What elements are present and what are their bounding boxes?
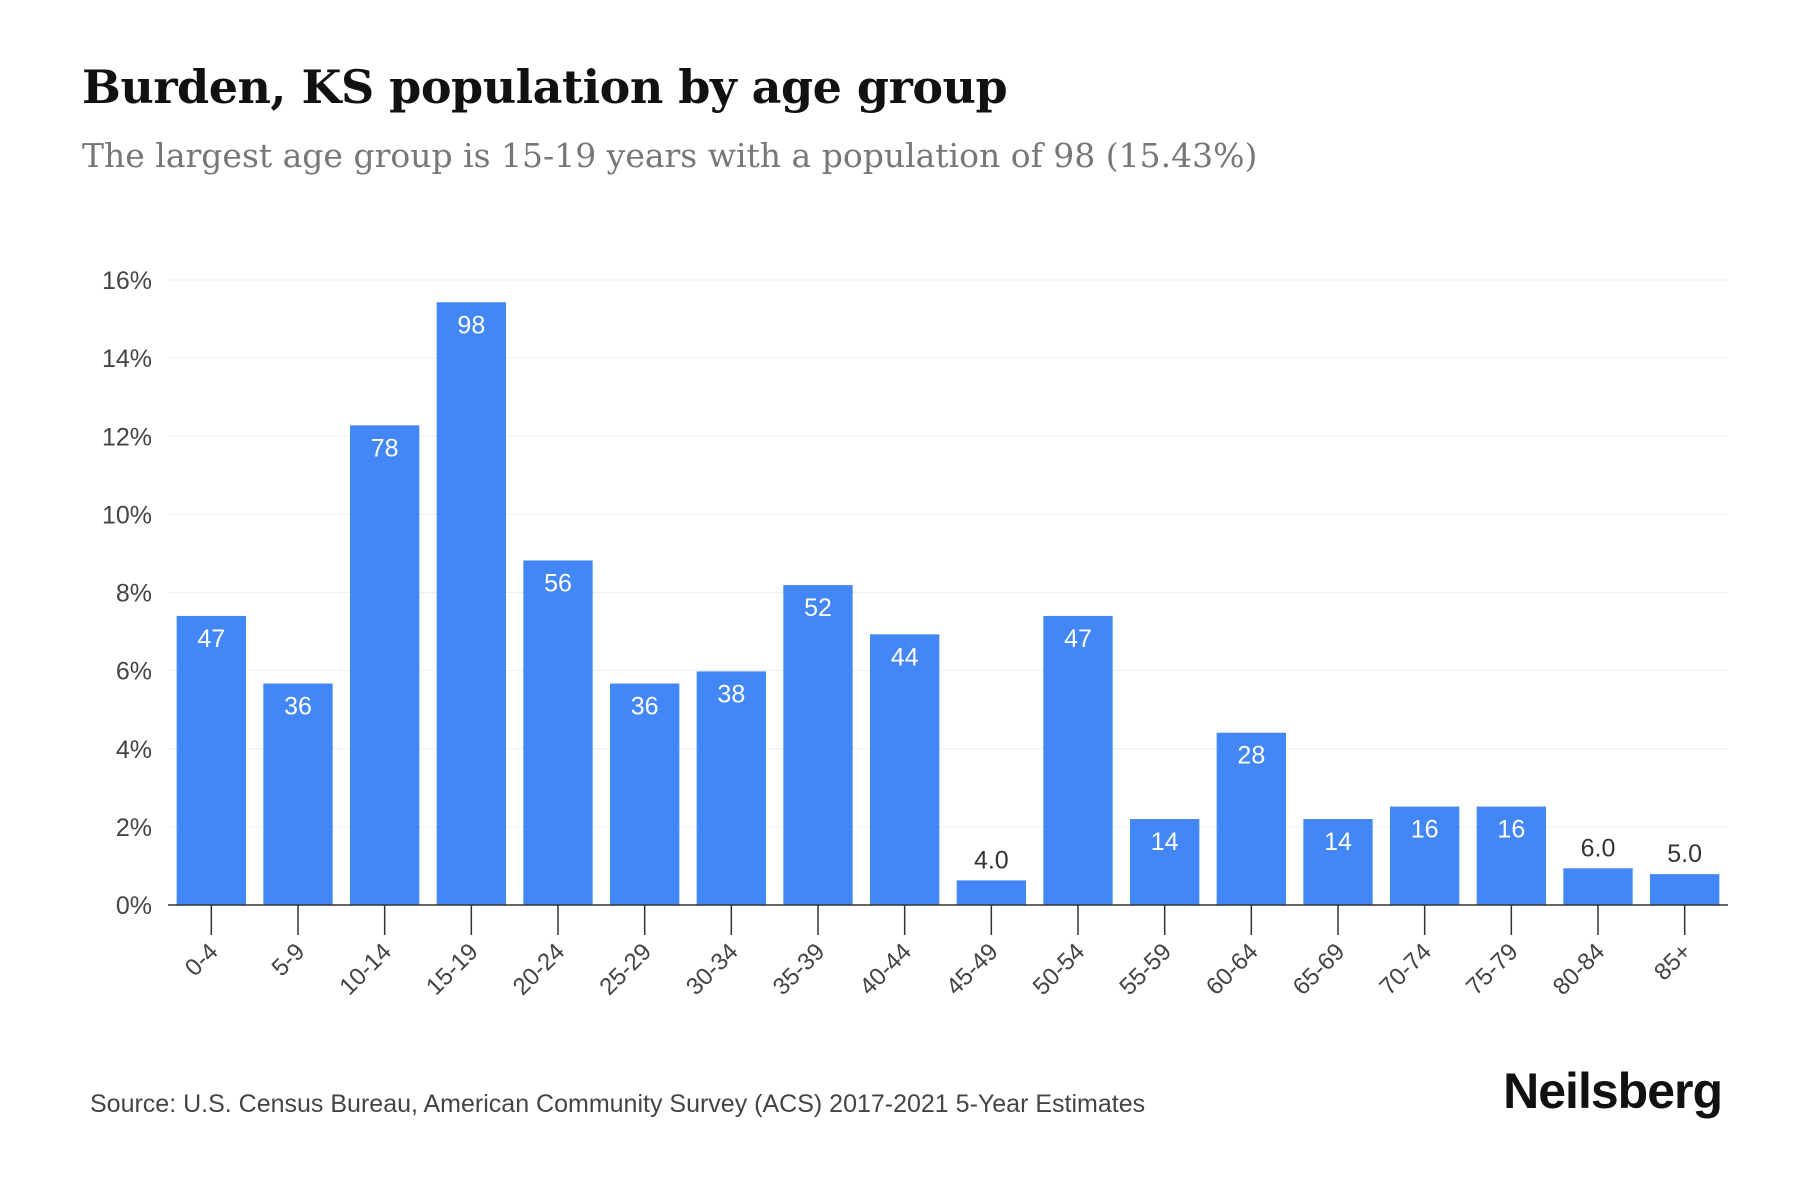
- chart-title: Burden, KS population by age group: [82, 60, 1008, 114]
- grid-lines: [168, 279, 1728, 828]
- x-tick-label: 55-59: [1114, 938, 1177, 1001]
- bar: [263, 683, 333, 905]
- bar: [1130, 819, 1200, 905]
- x-tick-label: 10-14: [334, 938, 397, 1001]
- bar: [176, 615, 246, 905]
- y-tick-label: 14%: [102, 345, 152, 373]
- bar: [1476, 806, 1546, 905]
- bar: [1043, 615, 1113, 905]
- bar: [783, 585, 853, 905]
- bar-value-label: 36: [631, 693, 659, 721]
- bar-value-label: 6.0: [1581, 834, 1616, 862]
- x-tick-label: 30-34: [681, 938, 744, 1001]
- x-tick-label: 80-84: [1548, 938, 1611, 1001]
- y-tick-label: 4%: [116, 736, 152, 764]
- y-tick-label: 0%: [116, 892, 152, 920]
- bar-value-label: 28: [1237, 742, 1265, 770]
- y-tick-label: 10%: [102, 501, 152, 529]
- bar-value-label: 78: [371, 434, 399, 462]
- bar-value-label: 38: [717, 680, 745, 708]
- chart-subtitle: The largest age group is 15-19 years wit…: [82, 136, 1258, 175]
- x-tick-label: 35-39: [768, 938, 831, 1001]
- bar: [350, 425, 420, 905]
- x-tick-label: 45-49: [941, 938, 1004, 1001]
- bar-value-label: 16: [1411, 816, 1439, 844]
- bar-value-label: 14: [1324, 828, 1352, 856]
- bar-value-label: 4.0: [974, 846, 1009, 874]
- bar: [870, 634, 940, 905]
- bar-value-label: 36: [284, 693, 312, 721]
- x-tick-label: 75-79: [1461, 938, 1524, 1001]
- x-tick-label: 70-74: [1374, 938, 1437, 1001]
- bar-value-label: 52: [804, 594, 832, 622]
- bar: [610, 683, 680, 905]
- x-tick-label: 15-19: [421, 938, 484, 1001]
- bar-value-label: 44: [891, 643, 919, 671]
- bar-value-label: 5.0: [1667, 840, 1702, 868]
- x-tick-label: 5-9: [267, 938, 311, 982]
- y-tick-label: 8%: [116, 580, 152, 608]
- bar-value-label: 47: [1064, 625, 1092, 653]
- bar-value-label: 98: [457, 311, 485, 339]
- x-tick-label: 65-69: [1288, 938, 1351, 1001]
- bar: [696, 671, 766, 905]
- x-tick-label: 0-4: [180, 938, 224, 982]
- y-tick-label: 16%: [102, 267, 152, 295]
- x-tick-label: 20-24: [508, 938, 571, 1001]
- bar-value-label: 14: [1151, 828, 1179, 856]
- x-tick-label: 25-29: [594, 938, 657, 1001]
- y-tick-label: 6%: [116, 658, 152, 686]
- bar: [1303, 819, 1373, 905]
- brand-logo: Neilsberg: [1503, 1063, 1723, 1119]
- y-tick-label: 12%: [102, 423, 152, 451]
- x-tick-label: 85+: [1649, 938, 1697, 986]
- bar-value-label: 16: [1497, 816, 1525, 844]
- x-tick-label: 50-54: [1028, 938, 1091, 1001]
- bar: [436, 302, 506, 905]
- bar: [1216, 732, 1286, 905]
- bar: [1390, 806, 1460, 905]
- x-tick-label: 60-64: [1201, 938, 1264, 1001]
- bar-value-label: 47: [197, 625, 225, 653]
- bar: [956, 880, 1026, 905]
- bars: 47 36 78 98 56 36 38 52 44 4.0 47 14 28 14 16 16 6.0 5.0: [176, 302, 1720, 905]
- bar: [523, 560, 593, 905]
- bar: [1563, 868, 1633, 905]
- bar-value-label: 56: [544, 569, 572, 597]
- x-tick-label: 40-44: [854, 938, 917, 1001]
- source-note: Source: U.S. Census Bureau, American Com…: [90, 1090, 1146, 1118]
- y-tick-label: 2%: [116, 814, 152, 842]
- bar: [1650, 874, 1720, 905]
